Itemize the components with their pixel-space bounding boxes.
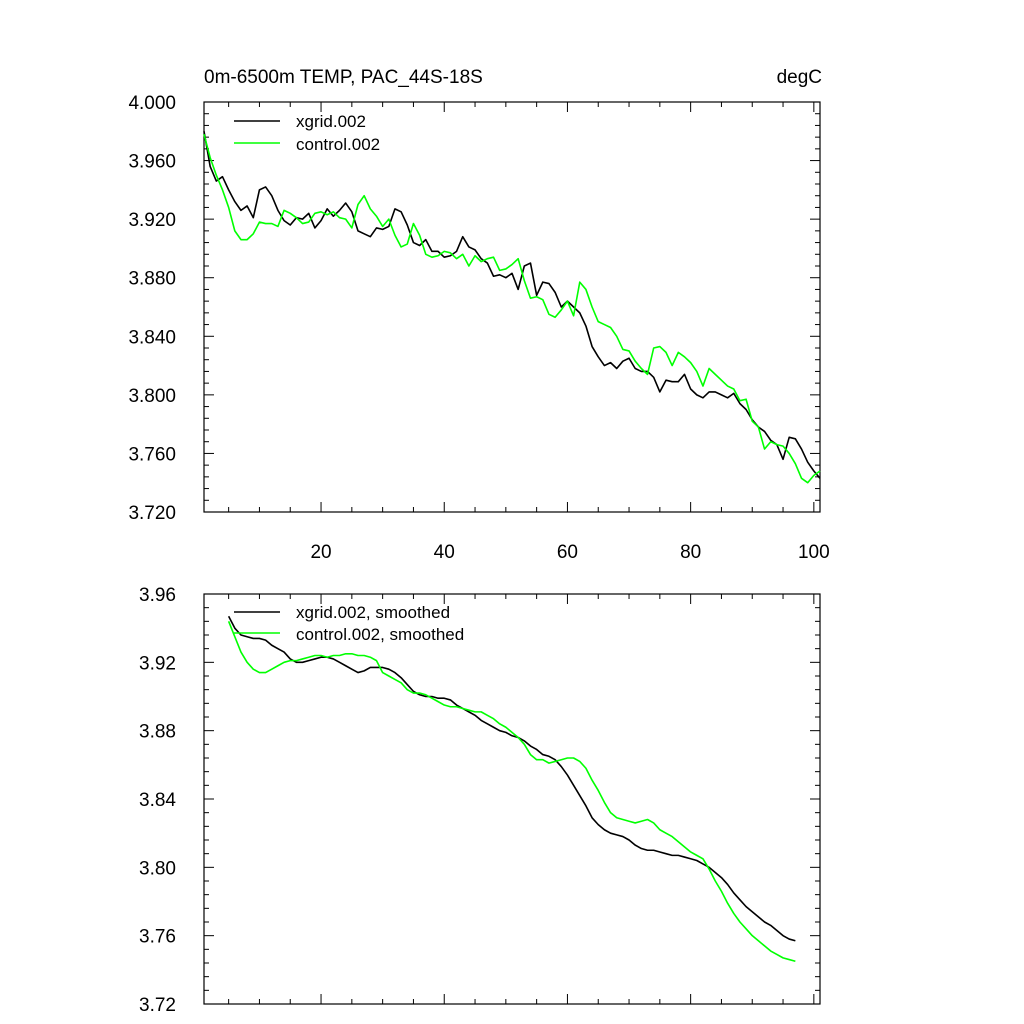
top-plot-frame [203,101,821,513]
legend-label-control: control.002 [296,135,380,154]
top-x-tick-label: 60 [557,542,578,563]
top-x-tick-label: 40 [434,542,455,563]
top-axis-ticks [204,101,820,513]
top-panel-title: 0m-6500m TEMP, PAC_44S-18S [204,67,483,88]
bottom-y-tick-label: 3.88 [139,722,176,743]
top-y-tick-label: 3.880 [128,269,176,290]
bottom-smoothed-panel: 3.72 3.76 3.80 3.84 3.88 3.92 3.96 xgrid.002, … [139,585,821,1016]
top-x-tick-label: 100 [798,542,830,563]
bottom-y-tick-label: 3.84 [139,790,176,811]
top-y-tick-label: 3.760 [128,444,176,465]
legend-label-control-smoothed: control.002, smoothed [296,625,464,644]
bottom-y-tick-label: 3.92 [139,653,176,674]
bottom-axis-ticks [204,593,820,1005]
bottom-y-tick-label: 3.72 [139,995,176,1016]
bottom-y-tick-labels: 3.72 3.76 3.80 3.84 3.88 3.92 3.96 [139,585,176,1016]
bottom-legend: xgrid.002, smoothed control.002, smoothe… [234,603,464,644]
top-y-tick-label: 3.720 [128,503,176,524]
top-y-tick-label: 3.800 [128,386,176,407]
top-x-tick-labels: 20 40 60 80 100 [310,542,829,563]
bottom-y-tick-label: 3.76 [139,927,176,948]
top-y-tick-label: 4.000 [128,93,176,114]
top-panel-units: degC [777,67,822,88]
bottom-series-xgrid-002-smoothed [227,615,796,942]
top-series-xgrid-002 [203,131,821,479]
bottom-y-tick-label: 3.80 [139,858,176,879]
top-y-tick-label: 3.960 [128,152,176,173]
bottom-series-group [227,615,796,963]
top-legend: xgrid.002 control.002 [234,112,380,154]
bottom-y-tick-label: 3.96 [139,585,176,606]
top-y-tick-label: 3.840 [128,327,176,348]
top-temperature-panel: 0m-6500m TEMP, PAC_44S-18S degC 3.7203.7… [128,67,829,563]
top-x-tick-label: 20 [310,542,331,563]
legend-label-xgrid: xgrid.002 [296,112,366,131]
legend-label-xgrid-smoothed: xgrid.002, smoothed [296,603,450,622]
top-y-tick-labels: 3.720 3.760 3.800 3.840 3.880 3.920 3.960 4.000 [128,93,176,524]
top-y-tick-label: 3.920 [128,210,176,231]
bottom-series-control-002-smoothed [227,621,796,963]
top-series-control-002 [203,134,821,484]
top-series-group [203,131,821,484]
top-x-tick-label: 80 [680,542,701,563]
